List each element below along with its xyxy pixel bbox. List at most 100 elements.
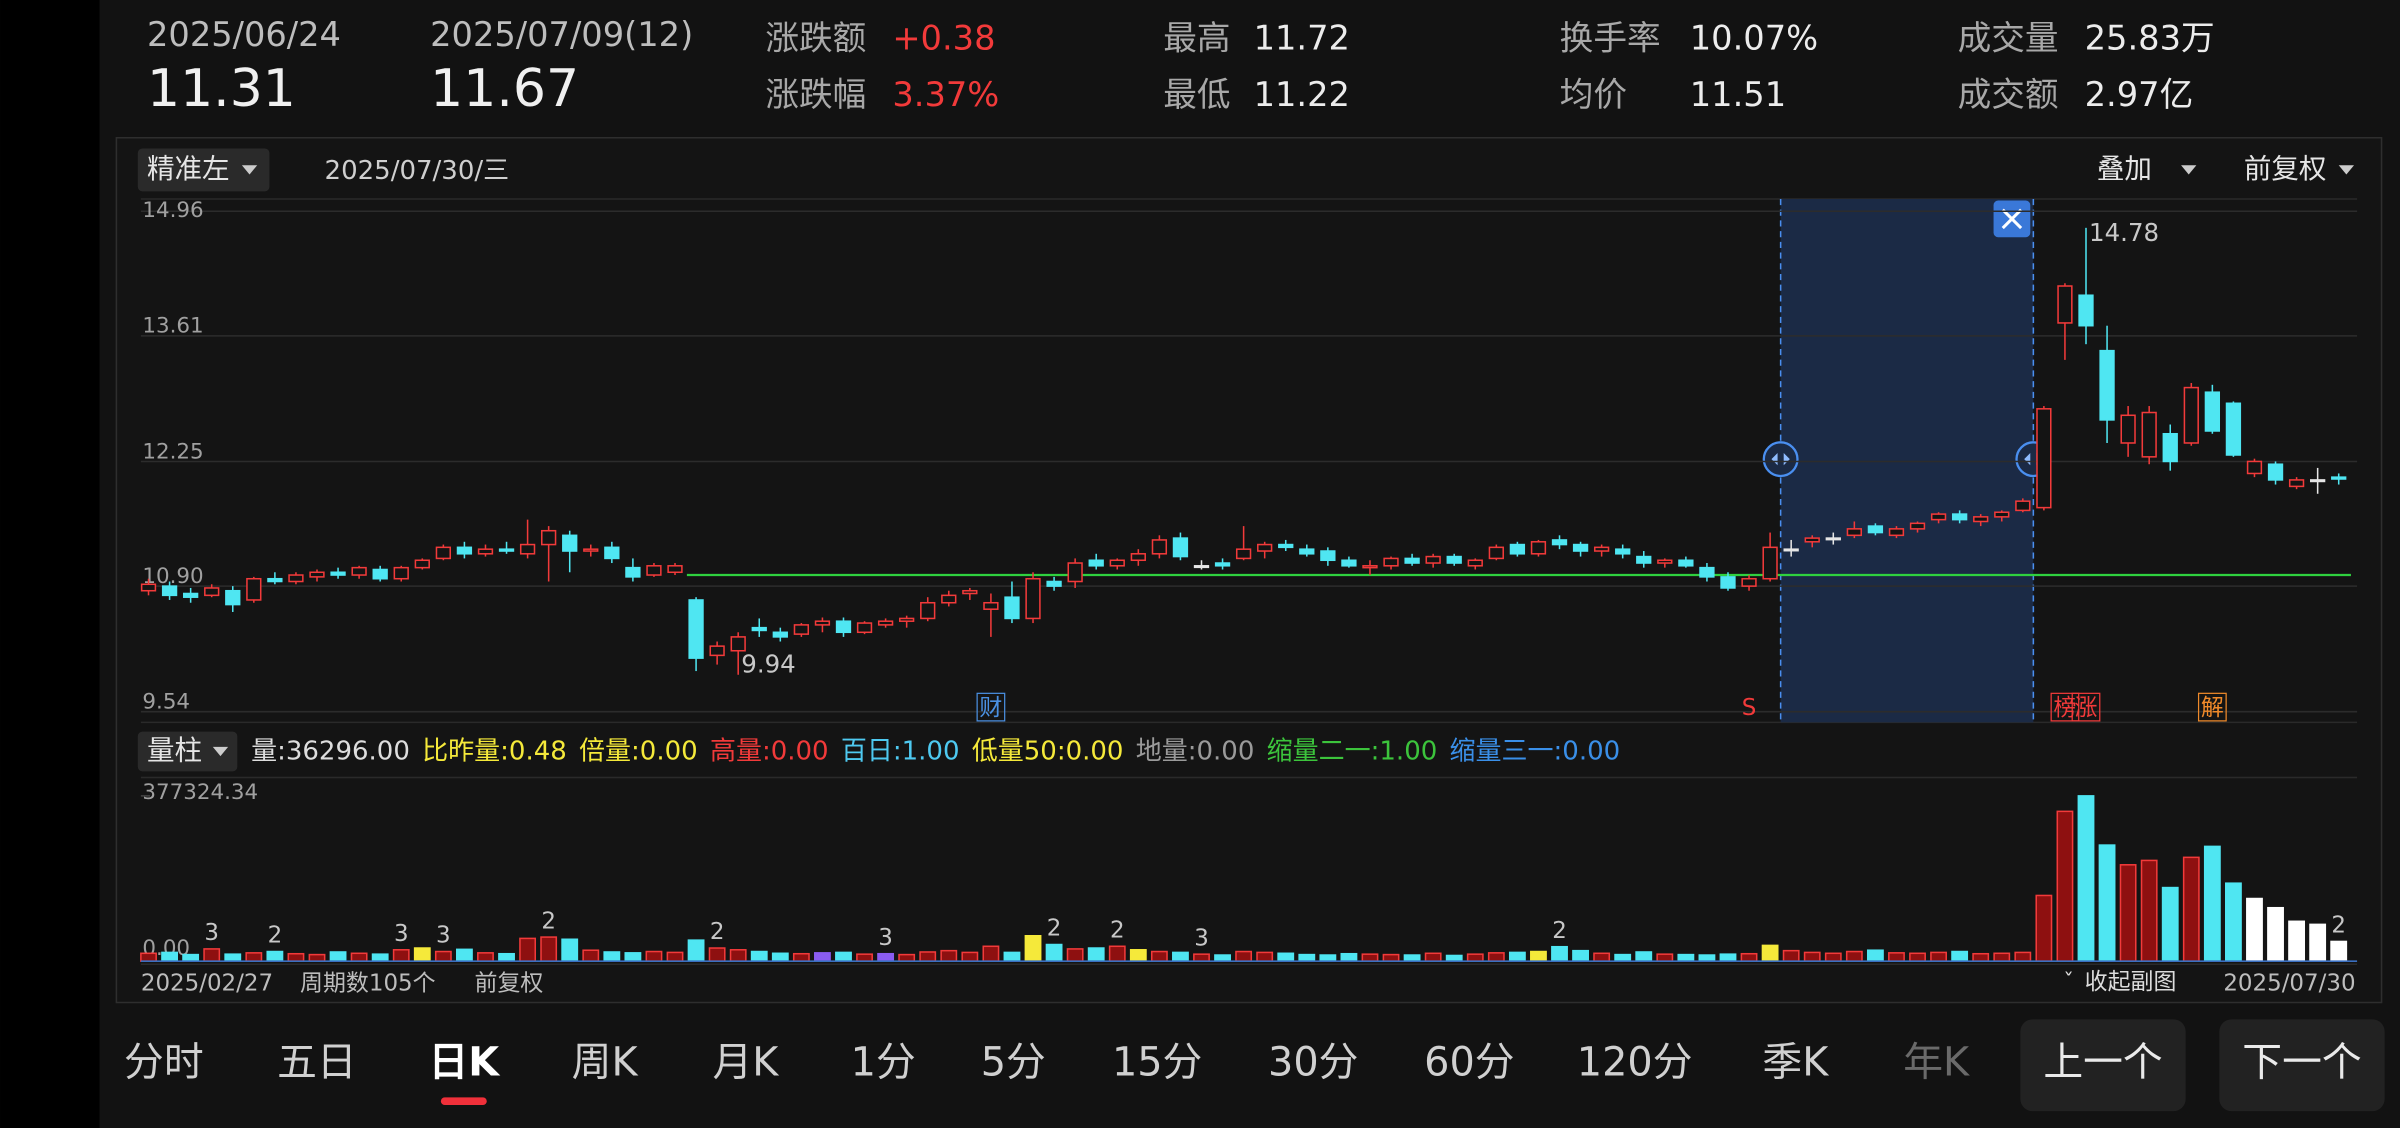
period-tab[interactable]: 5分 xyxy=(981,1040,1046,1086)
candle-body xyxy=(1235,548,1252,560)
volume-tick-label: 377324.34 xyxy=(142,780,258,805)
candle-body xyxy=(667,565,683,574)
period-tab[interactable]: 周K xyxy=(572,1040,639,1086)
volume-bar xyxy=(1845,950,1863,962)
volume-bar xyxy=(2035,894,2053,962)
low-annotation: 9.94 xyxy=(741,650,795,679)
volume-bar xyxy=(329,951,347,962)
event-marker[interactable]: S xyxy=(1742,695,1757,721)
volume-bar xyxy=(1277,952,1295,962)
candle-body xyxy=(372,568,388,580)
volume-selector-button[interactable] xyxy=(137,731,238,772)
volume-bar xyxy=(203,948,221,962)
collapse-icon[interactable]: ˇ xyxy=(2063,970,2074,995)
candle-body xyxy=(2141,411,2157,458)
event-marker[interactable]: 解 xyxy=(2201,695,2224,721)
candle-body xyxy=(730,636,746,652)
period-tab[interactable]: 月K xyxy=(712,1040,779,1086)
candle-body xyxy=(1699,566,1715,578)
candle-body xyxy=(1762,546,1778,580)
event-marker[interactable]: 财 xyxy=(979,695,1002,721)
volume-selector[interactable]: 量柱 xyxy=(147,734,202,766)
volume-tag: 3 xyxy=(1194,925,1209,951)
period-tab[interactable]: 120分 xyxy=(1577,1040,1693,1086)
stat-label: 均价 xyxy=(1560,75,1627,114)
volume-bar xyxy=(413,947,431,962)
candle-body xyxy=(1909,522,1926,530)
volume-tag: 3 xyxy=(394,921,409,947)
volume-bar xyxy=(1129,949,1147,962)
event-marker[interactable]: 榜 xyxy=(2053,695,2076,721)
mode-button[interactable] xyxy=(137,148,270,192)
candle-body xyxy=(604,546,620,560)
stat-label: 最高 xyxy=(1163,18,1230,57)
volume-bar xyxy=(287,952,305,962)
collapse-button[interactable]: 收起副图 xyxy=(2085,969,2177,995)
candle-body xyxy=(246,577,262,601)
candle-body xyxy=(793,624,810,635)
candle-body xyxy=(2331,476,2347,480)
event-marker[interactable]: 涨 xyxy=(2075,695,2098,721)
period-tab[interactable]: 分时 xyxy=(124,1040,204,1086)
indicator: 比昨量:0.48 xyxy=(422,736,567,766)
footer-periods: 周期数105个 xyxy=(300,971,436,997)
high-annotation: 14.78 xyxy=(2089,218,2159,247)
candle-body xyxy=(1320,550,1336,562)
candle-body xyxy=(393,566,409,580)
volume-bar xyxy=(582,949,600,962)
period-tab[interactable]: 15分 xyxy=(1112,1040,1202,1086)
period-tab[interactable]: 日K xyxy=(429,1040,502,1086)
candle-body xyxy=(814,620,831,626)
period-tab[interactable]: 60分 xyxy=(1424,1040,1514,1086)
candle-body xyxy=(962,589,978,595)
volume-bar xyxy=(1108,945,1126,962)
volume-bar xyxy=(1698,954,1716,962)
candle-body xyxy=(2162,432,2178,463)
candle-body xyxy=(1720,576,1736,589)
volume-bar xyxy=(1572,949,1589,962)
volume-bar xyxy=(1235,950,1253,962)
volume-bar xyxy=(1551,945,1568,962)
volume-bar xyxy=(750,950,768,962)
volume-bar xyxy=(940,949,958,962)
volume-bar xyxy=(266,950,284,962)
candle-body xyxy=(1994,511,2010,518)
candle-body xyxy=(1509,543,1526,555)
prev-button-bg[interactable] xyxy=(2020,1019,2186,1112)
volume-bar xyxy=(1003,951,1021,962)
prev-button[interactable]: 上一个 xyxy=(2043,1040,2162,1086)
dropdown-arrow xyxy=(212,746,229,757)
period-tab[interactable]: 季K xyxy=(1762,1040,1829,1086)
candle-body xyxy=(498,548,515,552)
candle-body xyxy=(1446,555,1462,564)
overlay-button[interactable]: 叠加 xyxy=(2097,153,2152,185)
candle-body xyxy=(1278,543,1294,549)
candle-body xyxy=(1488,546,1504,560)
y-tick-label: 9.54 xyxy=(142,690,190,715)
candle-body xyxy=(899,617,915,622)
next-button[interactable]: 下一个 xyxy=(2242,1040,2361,1086)
volume-bar xyxy=(729,949,747,962)
candle-body xyxy=(2310,479,2326,483)
stat-label: 成交额 xyxy=(1958,75,2059,114)
volume-bar xyxy=(2330,940,2348,962)
candle-body xyxy=(204,587,220,597)
period-tab[interactable]: 五日 xyxy=(277,1040,357,1086)
volume-bar xyxy=(1382,953,1400,962)
candle-body xyxy=(541,529,557,546)
candle-body xyxy=(646,565,662,576)
candle-body xyxy=(2204,391,2221,432)
next-button-bg[interactable] xyxy=(2219,1019,2385,1112)
indicator: 百日:1.00 xyxy=(841,736,960,766)
period-tab[interactable]: 30分 xyxy=(1268,1040,1358,1086)
volume-bar xyxy=(561,938,579,962)
selection-handle[interactable] xyxy=(1762,441,1799,478)
indicator: 缩量三一:0.00 xyxy=(1450,736,1621,766)
adjust-button[interactable]: 前复权 xyxy=(2244,153,2327,185)
period-tab[interactable]: 1分 xyxy=(851,1040,916,1086)
mode-label[interactable]: 精准左 xyxy=(147,153,230,185)
volume-bar xyxy=(814,952,831,962)
volume-tag: 2 xyxy=(710,919,725,945)
period-tab[interactable]: 年K xyxy=(1903,1040,1970,1086)
